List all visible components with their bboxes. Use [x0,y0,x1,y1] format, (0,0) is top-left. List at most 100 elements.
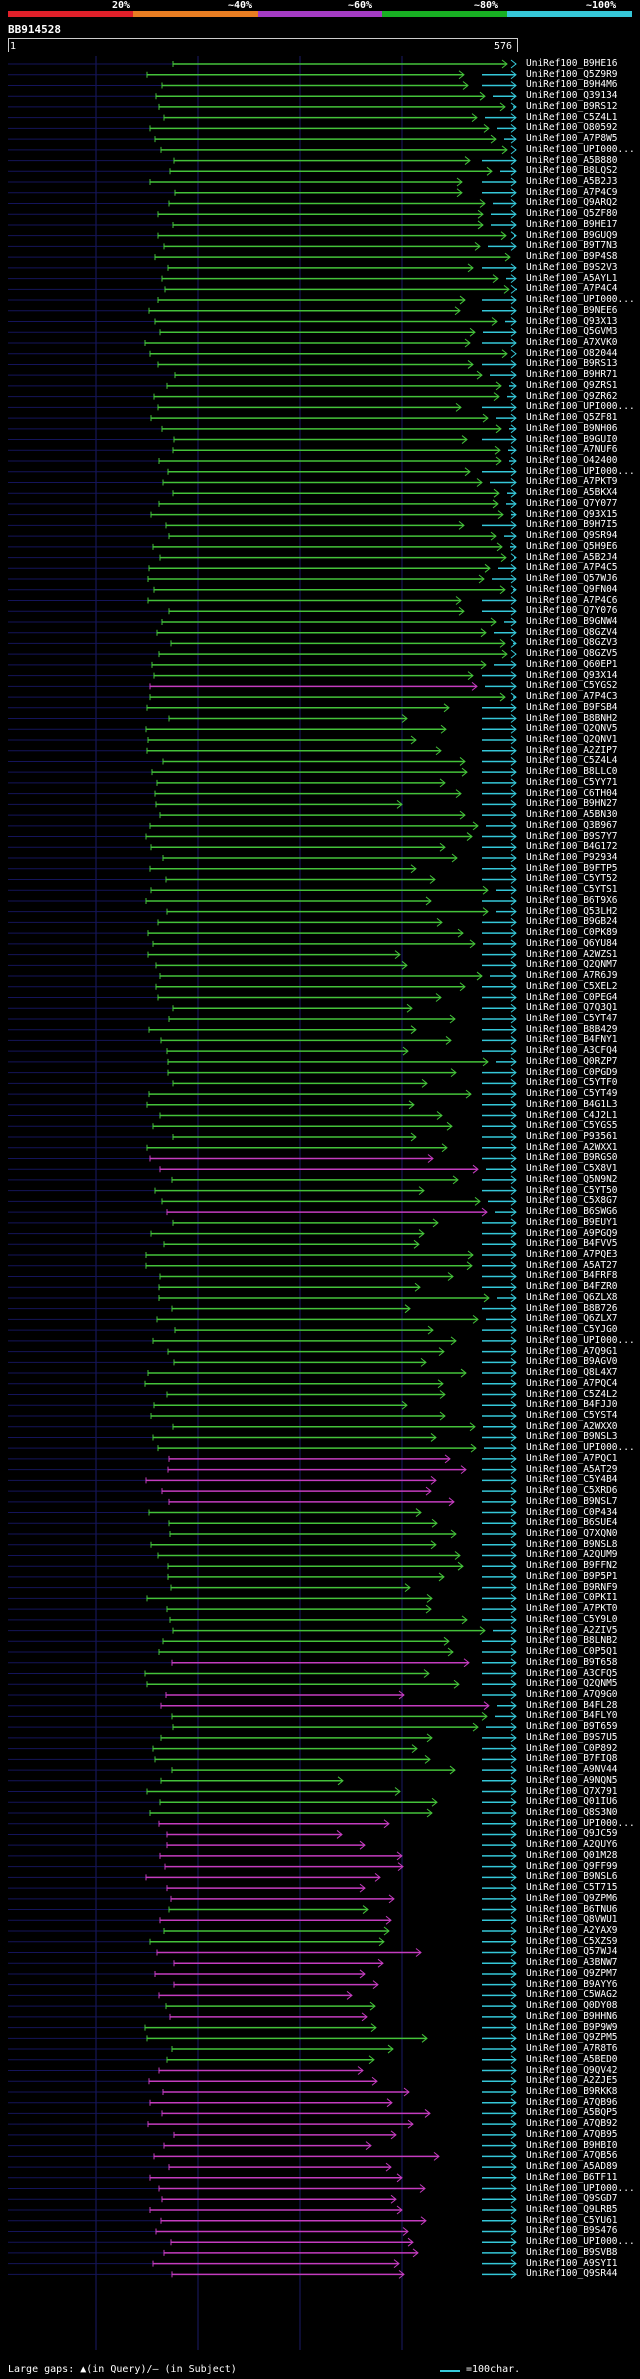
hit-label[interactable]: UniRef100_C5YJG0 [526,1324,618,1336]
hit-label[interactable]: UniRef100_B9NSL6 [526,1871,618,1883]
hit-label[interactable]: UniRef100_A3BNW7 [526,1957,618,1969]
hit-label[interactable]: UniRef100_B4FZR0 [526,1281,618,1293]
hit-label[interactable]: UniRef100_B9HHN6 [526,2010,618,2022]
hit-label[interactable]: UniRef100_B9AYY6 [526,1978,618,1990]
hit-label[interactable]: UniRef100_B9H7I5 [526,519,618,531]
hit-label[interactable]: UniRef100_Q7XQN0 [526,1528,618,1539]
hit-label[interactable]: UniRef100_B9S476 [526,2225,618,2237]
hit-label[interactable]: UniRef100_B8LQS2 [526,165,618,177]
hit-label[interactable]: UniRef100_A7QB96 [526,2096,618,2108]
hit-label[interactable]: UniRef100_B4G1L3 [526,1098,618,1110]
hit-label[interactable]: UniRef100_C5XZS9 [526,1935,618,1947]
hit-label[interactable]: UniRef100_B6T9X6 [526,894,618,906]
hit-label[interactable]: UniRef100_B9NSL7 [526,1495,618,1507]
hit-label[interactable]: UniRef100_C5YY71 [526,776,618,788]
hit-label[interactable]: UniRef100_Q2QNV5 [526,723,618,735]
hit-label[interactable]: UniRef100_C5YTF0 [526,1077,618,1089]
hit-label[interactable]: UniRef100_Q01IU6 [526,1796,618,1808]
hit-label[interactable]: UniRef100_Q7X791 [526,1785,618,1797]
hit-label[interactable]: UniRef100_A9PGQ9 [526,1227,618,1239]
hit-label[interactable]: UniRef100_B9NSL8 [526,1538,618,1550]
hit-label[interactable]: UniRef100_C5Y9L0 [526,1613,618,1625]
hit-label[interactable]: UniRef100_A2WXX0 [526,1420,618,1432]
hit-label[interactable]: UniRef100_A2QUM9 [526,1549,618,1561]
hit-label[interactable]: UniRef100_C0P5Q1 [526,1646,618,1658]
hit-label[interactable]: UniRef100_UPI000... [526,2236,635,2248]
hit-label[interactable]: UniRef100_O82044 [526,347,618,359]
hit-label[interactable]: UniRef100_C5XEL2 [526,980,618,992]
hit-label[interactable]: UniRef100_Q57WJ4 [526,1946,618,1958]
hit-label[interactable]: UniRef100_UPI000... [526,401,635,413]
hit-label[interactable]: UniRef100_B4FVV5 [526,1238,618,1250]
hit-label[interactable]: UniRef100_Q8GZV3 [526,637,618,649]
hit-label[interactable]: UniRef100_Q8GZV5 [526,648,618,660]
hit-label[interactable]: UniRef100_Q6ZLX7 [526,1313,618,1325]
hit-label[interactable]: UniRef100_B4G172 [526,841,618,853]
hit-label[interactable]: UniRef100_A2YAX9 [526,1925,618,1937]
hit-label[interactable]: UniRef100_A7P4C9 [526,186,618,198]
hit-label[interactable]: UniRef100_B9HR71 [526,369,618,381]
hit-label[interactable]: UniRef100_A2WXX1 [526,1141,618,1153]
hit-label[interactable]: UniRef100_A5BED0 [526,2053,618,2065]
hit-label[interactable]: UniRef100_Q9ZR62 [526,390,618,402]
hit-label[interactable]: UniRef100_Q8S3N0 [526,1806,618,1818]
hit-label[interactable]: UniRef100_C5YGS2 [526,680,618,692]
hit-label[interactable]: UniRef100_B9GUI0 [526,433,618,445]
hit-label[interactable]: UniRef100_B9AGV0 [526,1356,618,1368]
hit-label[interactable]: UniRef100_B9NH06 [526,422,618,434]
hit-label[interactable]: UniRef100_C5XRD6 [526,1485,618,1497]
hit-label[interactable]: UniRef100_Q8VWU1 [526,1914,618,1926]
hit-label[interactable]: UniRef100_Q2QNM7 [526,959,618,971]
hit-label[interactable]: UniRef100_B9H4M6 [526,79,618,91]
hit-label[interactable]: UniRef100_UPI000... [526,1817,635,1829]
hit-label[interactable]: UniRef100_A2QUY6 [526,1839,618,1851]
hit-label[interactable]: UniRef100_Q5Z9R9 [526,68,618,80]
hit-label[interactable]: UniRef100_C5WAG2 [526,1989,618,2001]
hit-label[interactable]: UniRef100_B9S7Y7 [526,830,618,842]
hit-label[interactable]: UniRef100_A7Q9G0 [526,1688,618,1700]
hit-label[interactable]: UniRef100_Q2QNM5 [526,1678,618,1690]
hit-label[interactable]: UniRef100_B9GNW4 [526,615,618,627]
hit-label[interactable]: UniRef100_P92934 [526,852,618,864]
hit-label[interactable]: UniRef100_A7QB56 [526,2150,618,2162]
hit-label[interactable]: UniRef100_B6TNU6 [526,1903,618,1915]
hit-label[interactable]: UniRef100_B9HBI0 [526,2139,618,2151]
hit-label[interactable]: UniRef100_Q9SGD7 [526,2193,618,2205]
hit-label[interactable]: UniRef100_A2ZIV5 [526,1624,618,1636]
hit-label[interactable]: UniRef100_C6TH04 [526,787,618,799]
hit-label[interactable]: UniRef100_C0PKI1 [526,1592,618,1604]
hit-label[interactable]: UniRef100_C5X8G7 [526,1195,618,1207]
hit-label[interactable]: UniRef100_A7QB95 [526,2128,618,2140]
hit-label[interactable]: UniRef100_B4FLY0 [526,1710,618,1722]
hit-label[interactable]: UniRef100_A7P4C4 [526,283,618,295]
hit-label[interactable]: UniRef100_A3CFQ5 [526,1667,618,1679]
hit-label[interactable]: UniRef100_A5B2J4 [526,551,618,563]
hit-label[interactable]: UniRef100_C5YGS5 [526,1120,618,1132]
hit-label[interactable]: UniRef100_A7P4C3 [526,691,618,703]
hit-label[interactable]: UniRef100_Q8L4X7 [526,1367,618,1379]
hit-label[interactable]: UniRef100_UPI000... [526,2182,635,2194]
hit-label[interactable]: UniRef100_Q7Y077 [526,497,618,509]
hit-label[interactable]: UniRef100_Q57WJ6 [526,573,618,585]
hit-label[interactable]: UniRef100_Q7Q3Q1 [526,1002,618,1014]
hit-label[interactable]: UniRef100_B8LNB2 [526,1635,618,1647]
hit-label[interactable]: UniRef100_Q9FF99 [526,1860,618,1872]
hit-label[interactable]: UniRef100_A7PQC4 [526,1377,618,1389]
hit-label[interactable]: UniRef100_A2WZS1 [526,948,618,960]
hit-label[interactable]: UniRef100_A5AD89 [526,2161,618,2173]
hit-label[interactable]: UniRef100_UPI000... [526,143,635,155]
hit-label[interactable]: UniRef100_C5YT50 [526,1184,618,1196]
hit-label[interactable]: UniRef100_B9EUY1 [526,1216,618,1228]
hit-label[interactable]: UniRef100_B9RS13 [526,358,618,370]
hit-label[interactable]: UniRef100_B9P5P1 [526,1570,618,1582]
hit-label[interactable]: UniRef100_B4FNY1 [526,1034,618,1046]
hit-label[interactable]: UniRef100_B9HN27 [526,798,618,810]
hit-label[interactable]: UniRef100_UPI000... [526,294,635,306]
hit-label[interactable]: UniRef100_C0P434 [526,1506,618,1518]
hit-label[interactable]: UniRef100_A7QB92 [526,2118,618,2130]
hit-label[interactable]: UniRef100_C5X8V1 [526,1163,618,1175]
hit-label[interactable]: UniRef100_C0PK89 [526,927,618,939]
hit-label[interactable]: UniRef100_Q7Y076 [526,605,618,617]
hit-label[interactable]: UniRef100_O80592 [526,122,618,134]
hit-label[interactable]: UniRef100_A5AT29 [526,1463,618,1475]
